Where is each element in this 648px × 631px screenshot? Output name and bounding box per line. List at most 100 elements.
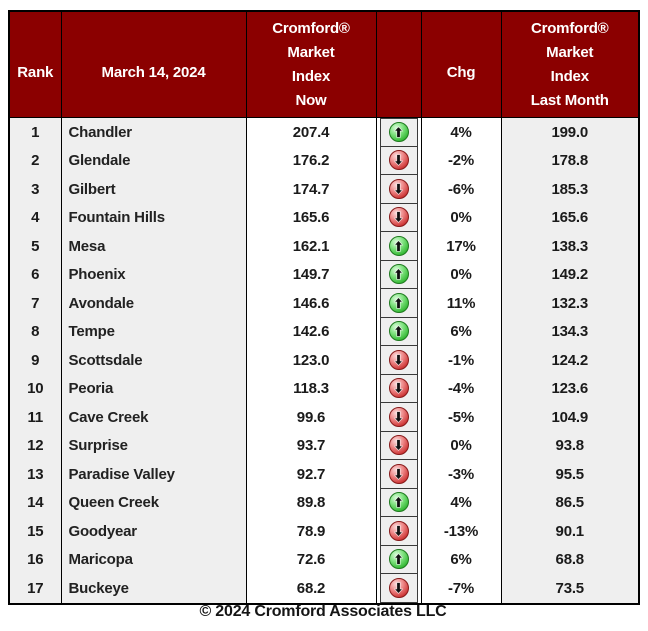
- header-index-last-line1: Cromford®: [530, 19, 609, 37]
- city-cell: Maricopa: [60, 545, 246, 574]
- table-row: 10 Peoria 118.3 -4% 123.6: [9, 374, 639, 403]
- trend-indicator: [379, 203, 418, 232]
- city-cell: Fountain Hills: [60, 203, 246, 232]
- rank-cell: 17: [9, 574, 61, 604]
- rank-cell: 11: [9, 403, 61, 432]
- index-last-month-cell: 199.0: [500, 117, 639, 147]
- table-row: 9 Scottsdale 123.0 -1% 124.2: [9, 346, 639, 375]
- index-last-month-cell: 165.6: [500, 203, 639, 232]
- city-cell: Surprise: [60, 431, 246, 460]
- arrow-down-icon: [388, 577, 409, 598]
- table-body: 1 Chandler 207.4 4% 199.0 2 Glendale: [9, 117, 639, 604]
- trend-indicator: [379, 175, 418, 204]
- arrow-down-icon: [388, 463, 409, 484]
- city-cell: Paradise Valley: [60, 460, 246, 489]
- city-cell: Peoria: [60, 374, 246, 403]
- trend-indicator: [379, 146, 418, 175]
- index-last-month-cell: 93.8: [500, 431, 639, 460]
- table-row: 2 Glendale 176.2 -2% 178.8: [9, 146, 639, 175]
- table-row: 5 Mesa 162.1 17% 138.3: [9, 232, 639, 261]
- trend-cell: [375, 260, 421, 289]
- index-last-month-cell: 124.2: [500, 346, 639, 375]
- rank-cell: 7: [9, 289, 61, 318]
- arrow-down-icon: [388, 520, 409, 541]
- trend-cell: [375, 203, 421, 232]
- header-rank: Rank: [9, 11, 61, 118]
- header-index-now-line1: Cromford®: [272, 19, 350, 37]
- table-row: 8 Tempe 142.6 6% 134.3: [9, 317, 639, 346]
- header-index-last-line4: Last Month: [530, 91, 609, 109]
- header-chg-label: Chg: [446, 64, 476, 81]
- trend-indicator: [379, 460, 418, 489]
- change-cell: 0%: [420, 203, 501, 232]
- header-rank-label: Rank: [17, 64, 54, 81]
- city-cell: Gilbert: [60, 175, 246, 204]
- table-row: 12 Surprise 93.7 0% 93.8: [9, 431, 639, 460]
- rank-cell: 3: [9, 175, 61, 204]
- trend-indicator: [379, 289, 418, 318]
- change-cell: -6%: [420, 175, 501, 204]
- rank-cell: 14: [9, 488, 61, 517]
- arrow-up-icon: [388, 122, 409, 143]
- change-cell: 11%: [420, 289, 501, 318]
- table-row: 4 Fountain Hills 165.6 0% 165.6: [9, 203, 639, 232]
- index-now-cell: 162.1: [245, 232, 376, 261]
- index-last-month-cell: 185.3: [500, 175, 639, 204]
- header-date: March 14, 2024: [60, 11, 246, 118]
- index-now-cell: 207.4: [245, 117, 376, 147]
- index-now-cell: 118.3: [245, 374, 376, 403]
- change-cell: 0%: [420, 260, 501, 289]
- trend-cell: [375, 146, 421, 175]
- rank-cell: 2: [9, 146, 61, 175]
- arrow-down-icon: [388, 178, 409, 199]
- table-row: 15 Goodyear 78.9 -13% 90.1: [9, 517, 639, 546]
- arrow-down-icon: [388, 378, 409, 399]
- trend-indicator: [379, 431, 418, 460]
- trend-indicator: [379, 545, 418, 574]
- trend-cell: [375, 317, 421, 346]
- header-index-now-line3: Index: [291, 67, 331, 85]
- index-now-cell: 92.7: [245, 460, 376, 489]
- rank-cell: 9: [9, 346, 61, 375]
- index-last-month-cell: 73.5: [500, 574, 639, 604]
- arrow-up-icon: [388, 549, 409, 570]
- header-index-last-line3: Index: [550, 67, 589, 85]
- trend-cell: [375, 545, 421, 574]
- trend-indicator: [379, 374, 418, 403]
- change-cell: 6%: [420, 317, 501, 346]
- city-cell: Tempe: [60, 317, 246, 346]
- table-row: 16 Maricopa 72.6 6% 68.8: [9, 545, 639, 574]
- trend-cell: [375, 175, 421, 204]
- header-date-label: March 14, 2024: [101, 64, 206, 81]
- rank-cell: 8: [9, 317, 61, 346]
- index-now-cell: 174.7: [245, 175, 376, 204]
- trend-cell: [375, 289, 421, 318]
- rank-cell: 16: [9, 545, 61, 574]
- table-row: 13 Paradise Valley 92.7 -3% 95.5: [9, 460, 639, 489]
- index-now-cell: 93.7: [245, 431, 376, 460]
- copyright-text: © 2024 Cromford Associates LLC: [199, 603, 447, 620]
- city-cell: Chandler: [60, 117, 246, 147]
- table-header: Rank March 14, 2024 Cromford® Market Ind…: [9, 11, 639, 118]
- arrow-up-icon: [388, 492, 409, 513]
- index-last-month-cell: 178.8: [500, 146, 639, 175]
- rank-cell: 12: [9, 431, 61, 460]
- trend-cell: [375, 346, 421, 375]
- arrow-down-icon: [388, 435, 409, 456]
- trend-cell: [375, 117, 421, 147]
- header-index-last-line2: Market: [546, 43, 594, 61]
- city-cell: Avondale: [60, 289, 246, 318]
- header-index-last-month: Cromford® Market Index Last Month: [500, 11, 639, 118]
- index-now-cell: 176.2: [245, 146, 376, 175]
- index-last-month-cell: 86.5: [500, 488, 639, 517]
- change-cell: -7%: [420, 574, 501, 604]
- index-last-month-cell: 68.8: [500, 545, 639, 574]
- table-row: 17 Buckeye 68.2 -7% 73.5: [9, 574, 639, 604]
- cromford-market-index-table: Rank March 14, 2024 Cromford® Market Ind…: [8, 10, 640, 605]
- arrow-up-icon: [388, 292, 409, 313]
- trend-cell: [375, 460, 421, 489]
- city-cell: Phoenix: [60, 260, 246, 289]
- arrow-up-icon: [388, 321, 409, 342]
- city-cell: Goodyear: [60, 517, 246, 546]
- header-index-now-line4: Now: [295, 91, 327, 109]
